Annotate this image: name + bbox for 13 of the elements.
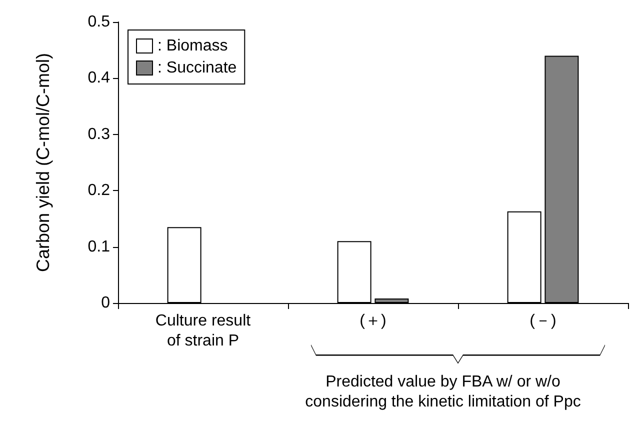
y-tick-label: 0.4 [88,70,110,87]
x-tick-label: (＋) [360,312,386,330]
y-axis-title: Carbon yield (C-mol/C-mol) [33,52,53,272]
x-tick-label: Culture result of strain P [155,312,252,350]
y-tick-label: 0.1 [88,238,110,256]
text: Predicted value by FBA w/ or w/o considering the kinetic limitation of Ppc [305,374,581,410]
x-tick-label: (－) [530,312,556,330]
y-tick-label: 0.2 [88,182,110,200]
legend-label: : Succinate [158,60,237,76]
y-tick-label: 0 [101,294,110,312]
y-tick-label: 0.3 [88,126,110,143]
legend-label: : Biomass [158,38,228,54]
y-tick-label: 0.5 [88,14,110,30]
